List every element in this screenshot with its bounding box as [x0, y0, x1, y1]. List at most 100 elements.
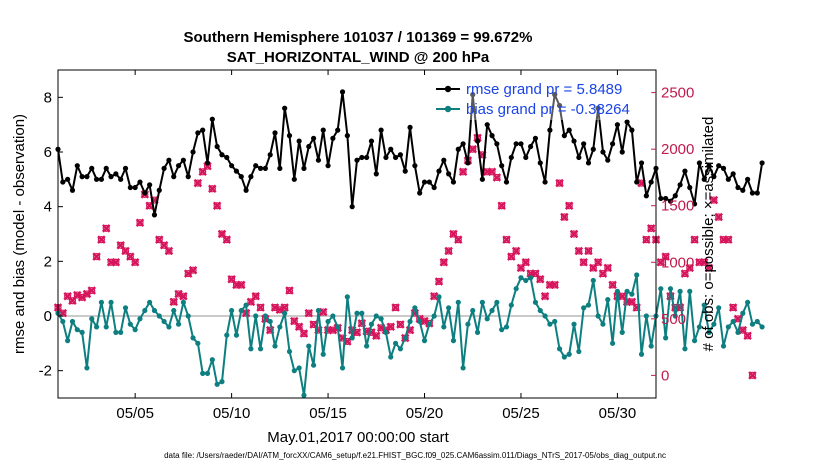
- obs-possible-point: [285, 286, 294, 295]
- bias-point: [711, 321, 717, 327]
- bias-point: [229, 307, 235, 314]
- bias-point: [156, 313, 162, 319]
- obs-assimilated-point: [179, 291, 188, 301]
- obs-possible-point: [232, 281, 241, 289]
- rmse-point: [648, 179, 654, 185]
- bias-point: [344, 294, 350, 300]
- obs-assimilated-point: [372, 331, 381, 341]
- obs-assimilated-point: [193, 178, 203, 188]
- obs-possible-point: [599, 269, 607, 278]
- bias-point: [687, 288, 693, 294]
- chart-title: Southern Hemisphere 101037 / 101369 = 99…: [184, 29, 533, 46]
- obs-possible-point: [512, 247, 520, 255]
- obs-assimilated-point: [208, 184, 217, 194]
- bias-point: [528, 275, 534, 281]
- rmse-point: [378, 127, 384, 133]
- bias-point: [354, 310, 360, 316]
- rmse-point: [364, 154, 370, 161]
- rmse-point: [204, 160, 211, 166]
- bias-point: [132, 327, 138, 333]
- rmse-point: [436, 168, 442, 174]
- rmse-point: [306, 143, 312, 150]
- obs-possible-point: [64, 292, 72, 300]
- obs-assimilated-point: [97, 235, 106, 244]
- bias-point: [74, 327, 80, 333]
- bias-point: [151, 307, 158, 314]
- rmse-point: [142, 190, 148, 196]
- bias-point: [489, 307, 495, 314]
- obs-possible-point: [580, 258, 588, 266]
- obs-assimilated-point: [328, 325, 338, 335]
- rmse-point: [687, 184, 693, 191]
- rmse-point: [706, 163, 712, 169]
- bias-point: [364, 343, 370, 349]
- rmse-point: [89, 165, 95, 171]
- rmse-point: [624, 119, 630, 125]
- rmse-point: [330, 135, 336, 141]
- obs-possible-point: [256, 303, 265, 312]
- obs-possible-point: [507, 253, 515, 261]
- rmse-point: [320, 127, 326, 133]
- bias-point: [441, 324, 447, 330]
- bias-point: [388, 354, 394, 360]
- rmse-point: [180, 157, 186, 163]
- obs-possible-point: [131, 258, 139, 266]
- rmse-point: [296, 138, 302, 144]
- obs-possible-point: [724, 236, 732, 244]
- rmse-point: [132, 184, 138, 191]
- obs-possible-point: [633, 303, 641, 312]
- rmse-point: [716, 163, 722, 169]
- bias-point: [335, 324, 341, 330]
- bias-point: [69, 318, 76, 325]
- obs-assimilated-point: [420, 316, 429, 326]
- y-tick-label-right: 1000: [661, 254, 694, 271]
- bias-point: [658, 286, 664, 292]
- rmse-point: [291, 176, 297, 182]
- obs-possible-point: [223, 236, 231, 244]
- obs-possible-point: [449, 230, 458, 238]
- rmse-point: [388, 146, 394, 152]
- bias-point: [576, 348, 582, 355]
- bias-point: [219, 379, 225, 385]
- obs-assimilated-point: [642, 235, 651, 244]
- obs-assimilated-point: [87, 286, 97, 295]
- rmse-point: [455, 146, 461, 152]
- bias-point: [672, 313, 678, 319]
- rmse-point: [118, 176, 124, 182]
- obs-assimilated-point: [275, 305, 285, 315]
- bias-point: [378, 316, 384, 322]
- obs-possible-point: [710, 196, 718, 204]
- obs-possible-point: [165, 247, 173, 255]
- obs-assimilated-point: [444, 246, 453, 256]
- obs-assimilated-point: [646, 224, 656, 233]
- rmse-point: [585, 160, 592, 166]
- rmse-point: [339, 89, 346, 95]
- y-tick-label-left: -2: [39, 363, 52, 380]
- rmse-point: [392, 154, 399, 161]
- obs-possible-point: [266, 326, 274, 334]
- obs-assimilated-point: [130, 258, 140, 267]
- legend: rmse grand pr = 5.8489 bias grand pr = -…: [430, 76, 652, 120]
- bias-point: [431, 313, 437, 319]
- rmse-point: [518, 141, 524, 147]
- rmse-point: [185, 174, 191, 180]
- rmse-point: [151, 212, 158, 218]
- obs-assimilated-point: [434, 277, 444, 286]
- bias-point: [638, 351, 645, 357]
- bias-point: [446, 305, 452, 311]
- obs-assimilated-point: [608, 280, 617, 290]
- obs-assimilated-point: [58, 308, 68, 318]
- bias-point: [532, 299, 539, 305]
- obs-assimilated-point: [386, 322, 396, 331]
- rmse-point: [373, 171, 379, 177]
- obs-assimilated-point: [304, 308, 314, 318]
- rmse-point: [556, 102, 563, 109]
- obs-assimilated-point: [458, 167, 468, 177]
- bias-point: [233, 332, 240, 338]
- obs-assimilated-point: [111, 258, 121, 267]
- bias-point: [368, 321, 375, 327]
- bias-point: [629, 291, 635, 297]
- footnote: data file: /Users/raeder/DAI/ATM_forcXX/…: [164, 451, 666, 460]
- obs-assimilated-point: [555, 178, 564, 188]
- bias-point: [397, 346, 404, 352]
